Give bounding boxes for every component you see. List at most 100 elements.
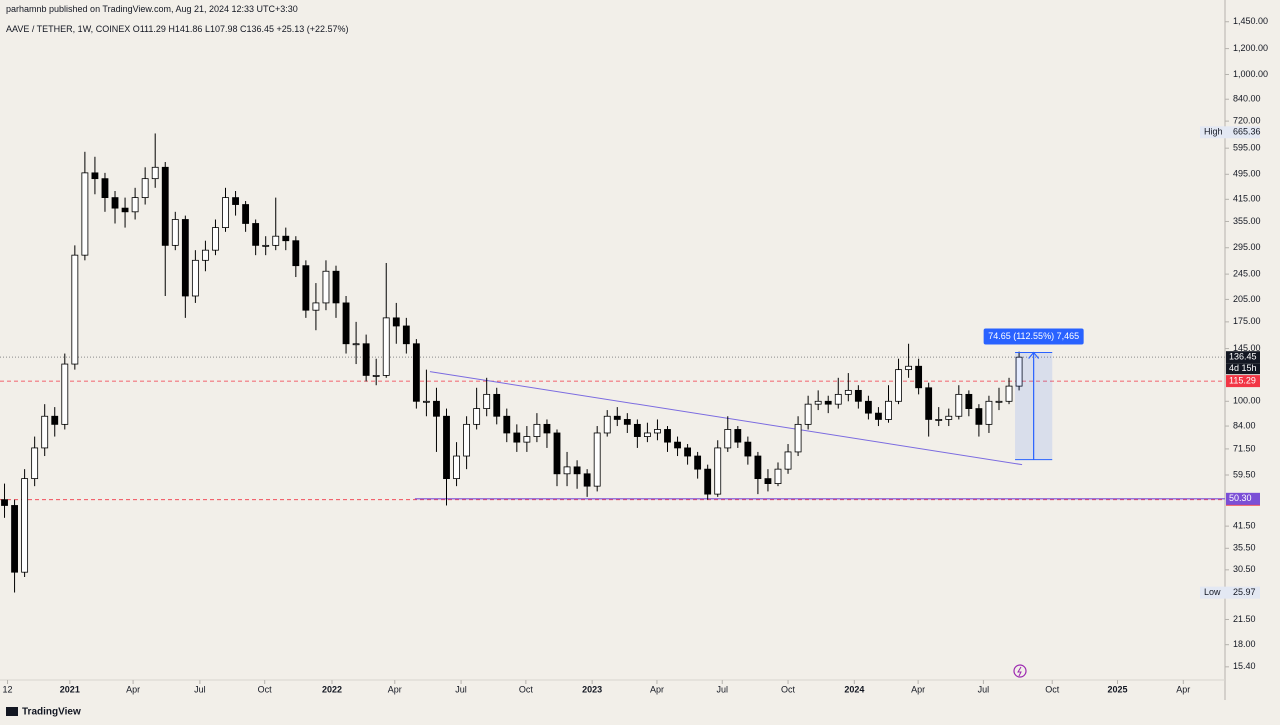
candle-body [643, 432, 651, 437]
candle-body [392, 317, 400, 327]
candle-body [854, 389, 862, 402]
candle-body [553, 432, 561, 475]
high_marker-label: High [1204, 127, 1223, 137]
y-tick-label: 840.00 [1233, 94, 1261, 104]
high_marker-bg [1200, 126, 1260, 139]
candle-body [895, 369, 902, 402]
candle-body [1005, 385, 1013, 402]
candle-body [151, 166, 159, 180]
candle-body [372, 375, 380, 377]
candle-body [563, 466, 571, 475]
candle-body [191, 259, 199, 297]
candle-body [654, 429, 661, 434]
candle-body [272, 235, 280, 246]
candle-body [905, 365, 912, 371]
candle-body [312, 302, 320, 311]
candle-body [322, 270, 330, 304]
candle-body [533, 423, 541, 437]
y-tick-label: 100.00 [1233, 396, 1261, 406]
candle-body [242, 204, 250, 224]
candle-body [623, 419, 631, 425]
candle-body [704, 468, 712, 495]
candle-body [523, 436, 531, 443]
candle-body [995, 400, 1003, 403]
candle-body [814, 400, 822, 405]
y-tick-label: 245.00 [1233, 268, 1261, 278]
candle-body [423, 400, 430, 403]
y-tick-label: 71.50 [1233, 443, 1256, 453]
y-tick-label: 355.00 [1233, 216, 1261, 226]
candle-body [141, 178, 149, 199]
candle-body [794, 423, 802, 453]
candle-body [744, 441, 752, 457]
candle-body [161, 166, 169, 246]
x-tick-label: Apr [1176, 684, 1190, 694]
candle-body [945, 415, 953, 420]
candle-body [875, 412, 882, 420]
candle-body [131, 197, 139, 213]
y-tick-label: 18.00 [1233, 639, 1256, 649]
y-tick-label: 41.50 [1233, 521, 1256, 531]
candle-body [101, 178, 109, 199]
candle-body [633, 423, 641, 437]
low_marker-value: 25.97 [1233, 587, 1256, 597]
candle-body [463, 423, 471, 457]
candle-body [362, 343, 370, 376]
x-tick-label: Jul [978, 684, 990, 694]
candle-body [473, 408, 481, 425]
candle-body [292, 240, 300, 267]
countdown-bg [1226, 363, 1260, 375]
candle-body [714, 447, 722, 495]
low_marker-label: Low [1204, 587, 1221, 597]
candle-body [603, 415, 611, 434]
candle-body [11, 505, 18, 573]
low_marker-bg [1200, 586, 1260, 599]
measure-label: 74.65 (112.55%) 7,465 [988, 331, 1079, 341]
logo [6, 707, 18, 716]
candle-body [613, 415, 621, 420]
candle-body [573, 466, 581, 475]
candle-body [985, 400, 993, 425]
measure-arrowhead [1028, 351, 1040, 359]
x-tick-label: 2024 [844, 684, 864, 694]
x-tick-label: Oct [258, 684, 273, 694]
y-tick-label: 205.00 [1233, 294, 1261, 304]
candle-body [955, 393, 963, 417]
candle-body [724, 429, 732, 449]
candle-body [684, 447, 692, 457]
candle-body [804, 403, 812, 425]
candle-body [91, 172, 99, 180]
candle-body [111, 197, 119, 209]
level-badge: 50.30 [1229, 493, 1252, 503]
event-icon[interactable] [1013, 664, 1027, 678]
trendline [429, 371, 1023, 466]
y-tick-label: 1,200.00 [1233, 43, 1268, 53]
candle-body [61, 363, 69, 425]
y-tick-label: 295.00 [1233, 242, 1261, 252]
y-tick-label: 15.40 [1233, 661, 1256, 671]
candle-body [181, 219, 189, 297]
candle-body [493, 393, 501, 417]
x-tick-label: Apr [911, 684, 925, 694]
candle-body [252, 223, 260, 246]
high_marker-value: 665.36 [1233, 127, 1261, 137]
level-badge-bg [1226, 492, 1260, 505]
candle-body [583, 473, 591, 487]
candle-body [121, 207, 129, 213]
candle-body [844, 389, 852, 395]
symbol: AAVE / TETHER, 1W, COINEX [6, 24, 131, 34]
candle-body [212, 227, 219, 251]
candle-body [342, 302, 350, 345]
candle-body [443, 415, 450, 480]
candle-body [593, 432, 601, 487]
candle-body [885, 400, 892, 420]
y-tick-label: 495.00 [1233, 169, 1261, 179]
y-tick-label: 59.50 [1233, 469, 1256, 479]
candle-body [302, 265, 310, 311]
candle-body [332, 270, 340, 304]
candle-body [1015, 356, 1023, 387]
y-tick-label: 30.50 [1233, 564, 1256, 574]
candle-body [402, 325, 410, 345]
y-tick-label: 21.50 [1233, 614, 1256, 624]
candle-body [925, 387, 933, 420]
